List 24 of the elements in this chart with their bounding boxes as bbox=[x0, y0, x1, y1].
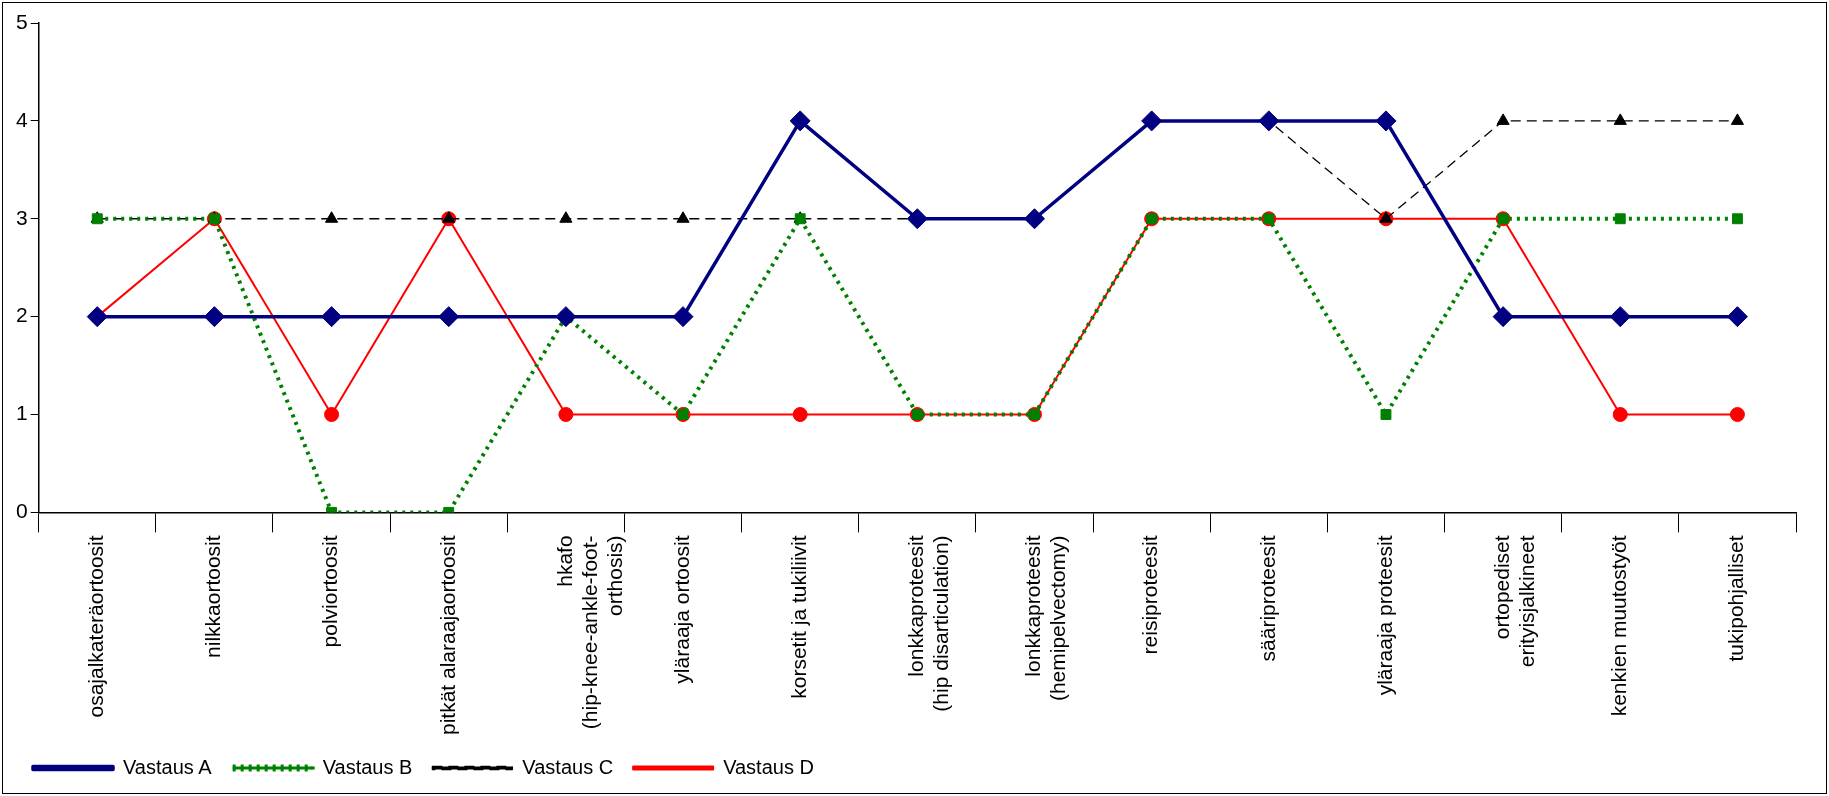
x-tick-label: hkafo (hip-knee-ankle-foot-orthosis) bbox=[552, 535, 627, 730]
y-tick-label: 5 bbox=[15, 9, 28, 33]
x-tick-label: lonkkaproteesit (hemipelvectomy) bbox=[1021, 535, 1070, 702]
legend-label: Vastaus A bbox=[123, 755, 213, 778]
legend-label: Vastaus C bbox=[522, 755, 614, 778]
x-tick-label: nilkkaortoosit bbox=[201, 535, 225, 658]
y-tick-label: 4 bbox=[15, 107, 28, 131]
x-tick-label: tukipohjalliset bbox=[1724, 535, 1748, 662]
x-tick-label: polviortoosit bbox=[318, 535, 342, 648]
legend-label: Vastaus D bbox=[723, 755, 814, 778]
y-tick-label: 2 bbox=[15, 303, 28, 327]
x-tick-label: yläraaja ortoosit bbox=[669, 535, 693, 684]
x-tick-label: reisiproteesit bbox=[1138, 535, 1162, 655]
legend-label: Vastaus B bbox=[322, 755, 413, 778]
x-tick-label: korsetit ja tukiliivit bbox=[786, 535, 810, 699]
x-tick-label: yläraaja proteesit bbox=[1372, 535, 1396, 696]
y-tick-label: 1 bbox=[15, 401, 28, 425]
x-tick-label: sääriproteesit bbox=[1255, 535, 1279, 662]
y-tick-label: 0 bbox=[15, 499, 28, 523]
y-tick-label: 3 bbox=[15, 205, 28, 229]
x-tick-label: kenkien muutostyöt bbox=[1607, 535, 1631, 717]
x-tick-label: pitkät alaraajaortoosit bbox=[435, 535, 459, 736]
x-tick-label: lonkkaproteesit (hip disarticulation) bbox=[904, 535, 953, 712]
x-tick-label: osajalkateräortoosit bbox=[84, 535, 108, 718]
